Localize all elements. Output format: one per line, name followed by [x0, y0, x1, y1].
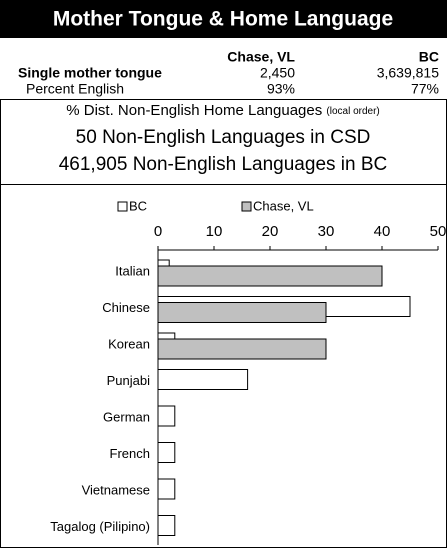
summary-line: 50 Non-English Languages in CSD — [76, 127, 371, 148]
y-tick-label: Vietnamese — [82, 482, 150, 497]
x-tick-label: 0 — [154, 223, 162, 240]
note: (local order) — [326, 106, 379, 117]
column-header: Chase, VL — [227, 49, 295, 65]
y-tick-label: Tagalog (Pilipino) — [50, 519, 150, 534]
bar — [157, 478, 176, 500]
bar — [157, 369, 249, 390]
bar — [157, 405, 176, 427]
legend-label: Chase, VL — [253, 198, 314, 213]
y-tick-label: Punjabi — [107, 373, 150, 388]
summary-line: 461,905 Non-English Languages in BC — [59, 154, 388, 175]
cell: 77% — [411, 81, 439, 97]
x-tick-label: 30 — [318, 223, 335, 240]
row-label: Single mother tongue — [18, 65, 162, 81]
bar — [157, 442, 176, 463]
legend-swatch — [241, 201, 252, 212]
summary-heading: % Dist. Non-English Home Languages (loca… — [66, 102, 380, 119]
legend-swatch — [117, 201, 128, 212]
bar — [157, 302, 327, 323]
y-tick-label: German — [103, 409, 150, 424]
x-tick-label: 50 — [430, 223, 447, 240]
row-label: Percent English — [26, 81, 124, 97]
x-tick-label: 10 — [206, 223, 223, 240]
cell: 2,450 — [260, 65, 295, 81]
y-tick-label: Italian — [115, 263, 150, 278]
bar — [157, 265, 383, 287]
column-header: BC — [419, 49, 439, 65]
x-tick-label: 20 — [262, 223, 279, 240]
bar — [157, 338, 327, 360]
y-tick-label: Chinese — [102, 300, 150, 315]
x-tick-label: 40 — [374, 223, 391, 240]
cell: 93% — [267, 81, 295, 97]
y-tick-label: French — [110, 446, 150, 461]
bar — [157, 515, 176, 536]
heading: % Dist. Non-English Home Languages — [66, 102, 322, 119]
title-bar — [0, 0, 447, 38]
cell: 3,639,815 — [377, 65, 439, 81]
legend-label: BC — [129, 198, 147, 213]
title: Mother Tongue & Home Language — [53, 8, 393, 31]
y-tick-label: Korean — [108, 336, 150, 351]
